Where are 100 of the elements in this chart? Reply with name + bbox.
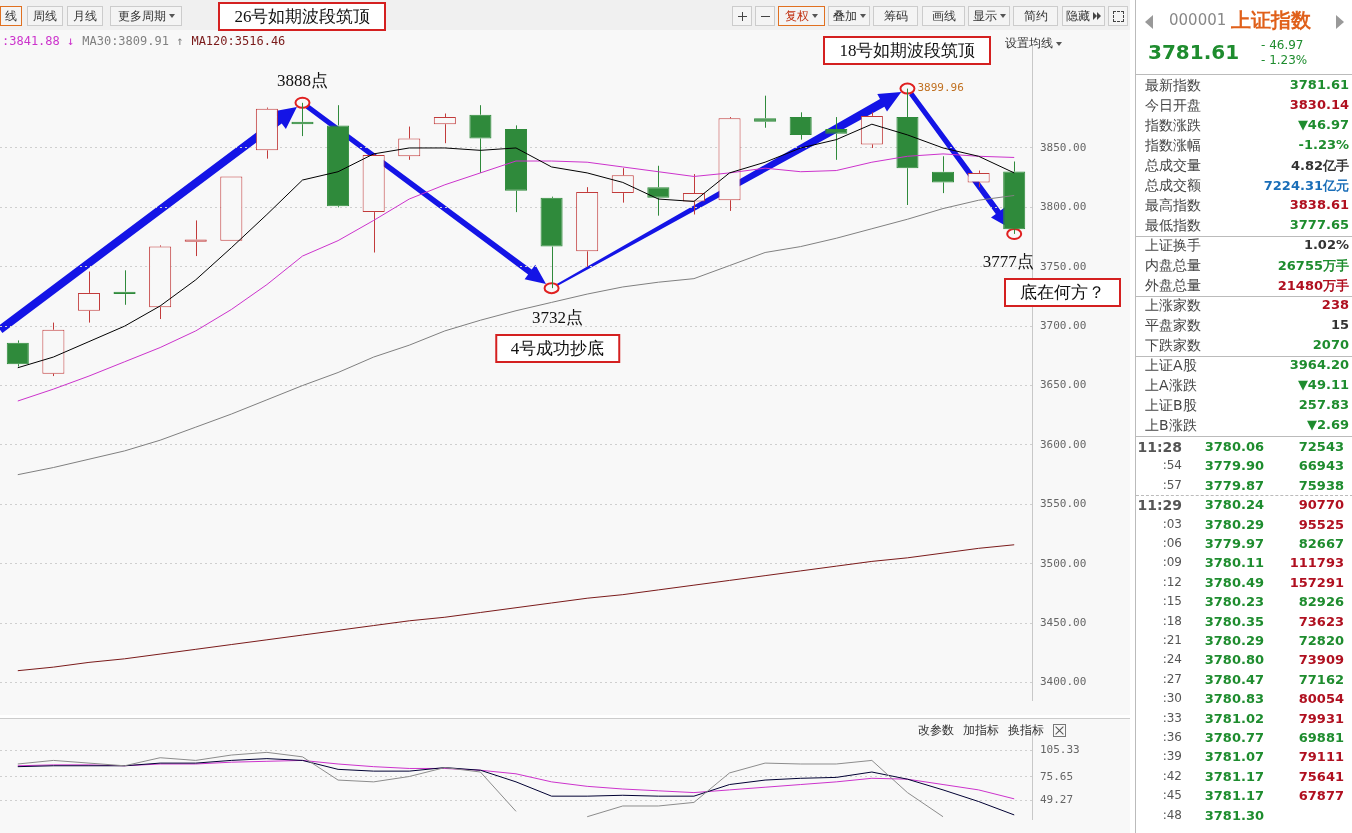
text: :15 [1162,594,1182,609]
text: 95525 [1298,516,1344,532]
text: 3779.87 [1204,477,1264,493]
text: 3781.61 [1148,40,1240,64]
text: 更多周期 [117,7,166,25]
candlestick [362,155,385,254]
text: :45 [1162,788,1182,803]
text: 72543 [1298,439,1344,454]
y-tick-label: 3850.00 [1040,140,1087,154]
candlestick [398,126,421,161]
text: 69881 [1298,730,1344,745]
category-label: 内盘总量 [1145,257,1201,275]
text: - 1.23% [1261,53,1308,68]
y-tick-label: 3400.00 [1040,675,1087,689]
text: 000001 [1169,11,1227,29]
annotation: 3732点 [532,307,584,330]
text: ▼49.11 [1297,377,1349,392]
y-tick-label: 49.27 [1040,793,1074,807]
text: 79931 [1298,710,1344,726]
text: 3780.29 [1204,516,1264,532]
candlestick [576,186,599,268]
text: 79111 [1298,749,1344,765]
text: 1.02% [1303,237,1349,252]
category-label: 下跌家数 [1145,337,1201,355]
category-label: 外盘总量 [1145,277,1201,295]
text: 3780.23 [1204,594,1264,610]
candlestick [504,124,528,213]
y-tick-label: 3500.00 [1040,556,1087,570]
text: 显示 [972,7,997,25]
text: 7224.31亿元 [1263,178,1349,193]
text: 周线 [33,7,57,25]
text: 3781.07 [1204,749,1264,765]
text: 3964.20 [1289,357,1349,372]
text: 3838.61 [1289,197,1349,212]
text: 3780.06 [1204,439,1264,454]
text: 15 [1330,317,1349,332]
annotation: 底在何方？ [1004,277,1122,307]
y-tick-label: 3750.00 [1040,259,1087,273]
text: :48 [1162,807,1182,822]
text: 257.83 [1298,397,1349,412]
candlestick [789,111,812,141]
text: 筹码 [883,7,908,25]
y-tick-label: 3650.00 [1040,378,1087,392]
y-tick-label: 3550.00 [1040,497,1087,511]
text: 77162 [1298,671,1344,687]
text: :21 [1162,633,1182,647]
annotation: MA30:3809.91 ↑ [82,34,184,48]
category-label: 上B涨跌 [1145,417,1197,435]
annotation: 3777点 [982,250,1034,273]
annotation: 改参数 [918,722,954,739]
text: 90770 [1298,497,1344,513]
text: :30 [1162,691,1182,706]
annotation: 3888点 [276,69,328,92]
text: 隐藏 [1066,7,1090,25]
text: 月线 [73,7,97,25]
text: 73909 [1298,652,1344,668]
category-label: 总成交额 [1145,177,1201,195]
annotation: 设置均线 [1005,35,1053,52]
y-tick-label: 105.33 [1040,743,1080,757]
text: 21480万手 [1277,278,1349,293]
category-label: 上涨家数 [1145,297,1201,315]
text: 3830.14 [1289,97,1349,112]
text: 157291 [1289,574,1344,590]
text: :06 [1162,536,1182,550]
text: 75938 [1298,477,1344,493]
category-label: 平盘家数 [1145,317,1201,335]
text: :24 [1162,652,1182,667]
text: - 46.97 [1261,38,1305,53]
annotation: 4号成功抄底 [494,334,621,364]
text: 3780.24 [1204,497,1264,513]
text: 66943 [1298,458,1344,474]
candlestick [647,165,670,217]
text: 82926 [1298,594,1344,610]
text: 3781.61 [1289,77,1349,92]
annotation: 换指标 [1008,722,1044,739]
text: 3781.02 [1204,710,1264,726]
text: ▼2.69 [1306,417,1349,432]
annotation: 18号如期波段筑顶 [823,36,992,65]
text: 3780.83 [1204,691,1264,707]
text: :42 [1162,768,1182,783]
y-tick-label: 75.65 [1040,769,1074,783]
text: 75641 [1298,768,1344,784]
candlestick [6,339,29,368]
text: :27 [1162,671,1182,686]
text: 3780.77 [1204,730,1264,745]
candlestick [149,246,172,320]
candlestick [77,271,100,324]
candlestick [433,113,456,144]
text: :09 [1162,555,1182,570]
category-label: 今日开盘 [1145,97,1201,115]
text: 3781.17 [1204,768,1264,784]
text: 3780.47 [1204,671,1264,687]
y-tick-label: 3800.00 [1040,200,1087,214]
text: 画线 [931,7,956,25]
candlestick [825,116,848,161]
text: 80054 [1298,691,1344,707]
text: 上证指数 [1231,7,1311,34]
text: :36 [1162,730,1182,744]
text: 26号如期波段筑顶 [218,2,387,31]
candlestick [184,219,207,257]
